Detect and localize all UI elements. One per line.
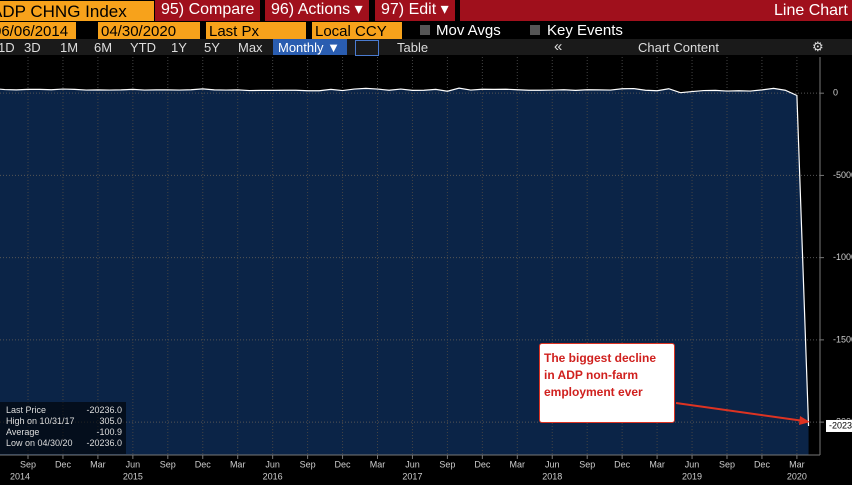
compare-btn[interactable]: 95) Compare: [155, 0, 261, 21]
x-year-label: 2014: [10, 471, 30, 481]
x-tick-label: Sep: [300, 459, 316, 469]
currency[interactable]: Local CCY: [312, 22, 402, 42]
x-tick-label: Dec: [474, 459, 491, 469]
tool-btn[interactable]: Annotate: [393, 57, 430, 67]
chart-type: Line Chart: [774, 2, 848, 19]
tool-btn[interactable]: Track: [345, 57, 368, 67]
y-axis-bg: [820, 57, 852, 485]
x-tick-label: Sep: [160, 459, 176, 469]
x-tick-label: Mar: [649, 459, 665, 469]
stat-label: Low on 04/30/20: [6, 438, 73, 448]
range-btn[interactable]: 5Y: [204, 40, 220, 55]
arrow-head: [799, 416, 810, 425]
annotation: The biggest decline in ADP non-farm empl…: [539, 343, 675, 423]
x-tick-label: Sep: [579, 459, 595, 469]
stat-value: -100.9: [96, 427, 122, 437]
x-tick-label: Dec: [335, 459, 352, 469]
mov-avgs[interactable]: Mov Avgs: [436, 22, 501, 39]
x-year-label: 2018: [542, 471, 562, 481]
chart-icon[interactable]: [355, 40, 379, 56]
stats-box: Last Price -20236.0 High on 10/31/17 305.0 A…: [0, 402, 126, 454]
x-year-label: 2015: [123, 471, 143, 481]
title-bar: [460, 0, 852, 21]
tool-btn[interactable]: Zoom: [486, 57, 510, 67]
y-tick-label: -15000: [833, 334, 852, 344]
x-tick-label: Sep: [719, 459, 735, 469]
stat-label: Average: [6, 427, 40, 437]
x-tick-label: Jun: [545, 459, 560, 469]
x-tick-label: Mar: [510, 459, 526, 469]
range-btn[interactable]: YTD: [130, 40, 156, 55]
start-date[interactable]: 06/06/2014: [0, 22, 76, 42]
x-tick-label: Dec: [55, 459, 72, 469]
stat-label: Last Price: [6, 405, 47, 415]
stat-value: -20236.0: [86, 405, 122, 415]
checkbox[interactable]: [530, 25, 540, 35]
period-bg: [273, 39, 347, 55]
x-tick-label: Mar: [230, 459, 246, 469]
end-date[interactable]: 04/30/2020: [98, 22, 200, 42]
checkbox[interactable]: [420, 25, 430, 35]
x-year-label: 2019: [682, 471, 702, 481]
actions-btn[interactable]: 96) Actions ▾: [265, 0, 369, 21]
x-tick-label: Dec: [614, 459, 631, 469]
tool-btn[interactable]: News: [447, 57, 470, 67]
range-btn[interactable]: 1D: [0, 40, 15, 55]
stat-label: High on 10/31/17: [6, 416, 75, 426]
area: [0, 88, 809, 455]
x-year-label: 2020: [787, 471, 807, 481]
x-tick-label: Mar: [789, 459, 805, 469]
chart-content[interactable]: Chart Content: [638, 40, 719, 55]
x-tick-label: Jun: [405, 459, 420, 469]
y-tick-label: -20000: [833, 416, 852, 426]
period[interactable]: Monthly ▼: [278, 40, 340, 55]
x-tick-label: Mar: [90, 459, 106, 469]
security[interactable]: ADP CHNG Index: [0, 1, 154, 21]
stat-value: -20236.0: [86, 438, 122, 448]
line: [0, 87, 810, 427]
last-value: -20236: [829, 420, 852, 430]
table-btn[interactable]: Table: [397, 40, 429, 55]
x-tick-label: Sep: [20, 459, 36, 469]
x-tick-label: Jun: [265, 459, 280, 469]
x-year-label: 2016: [263, 471, 283, 481]
range-btn[interactable]: 1M: [60, 40, 79, 55]
range-bar: [0, 39, 852, 55]
key-events[interactable]: Key Events: [547, 22, 623, 39]
range-btn[interactable]: 6M: [94, 40, 113, 55]
range-btn[interactable]: 1Y: [171, 40, 187, 55]
y-tick-label: -10000: [833, 252, 852, 262]
x-tick-label: Dec: [754, 459, 771, 469]
x-year-label: 2017: [402, 471, 422, 481]
last-value-bg: [826, 419, 852, 432]
x-tick-label: Jun: [685, 459, 700, 469]
collapse[interactable]: «: [554, 38, 563, 55]
range-btn[interactable]: Max: [238, 40, 263, 55]
x-tick-label: Dec: [195, 459, 212, 469]
range-btn[interactable]: 3D: [24, 40, 41, 55]
x-tick-label: Jun: [126, 459, 141, 469]
plot-bg: [0, 57, 820, 455]
edit-btn[interactable]: 97) Edit ▾: [375, 0, 455, 21]
y-tick-label: 0: [833, 88, 838, 98]
field[interactable]: Last Px: [206, 22, 306, 42]
y-tick-label: -5000: [833, 170, 852, 180]
x-tick-label: Mar: [370, 459, 386, 469]
annotation-arrow: [675, 402, 805, 422]
gear[interactable]: ⚙: [812, 39, 824, 54]
stat-value: 305.0: [99, 416, 122, 426]
x-tick-label: Sep: [439, 459, 455, 469]
